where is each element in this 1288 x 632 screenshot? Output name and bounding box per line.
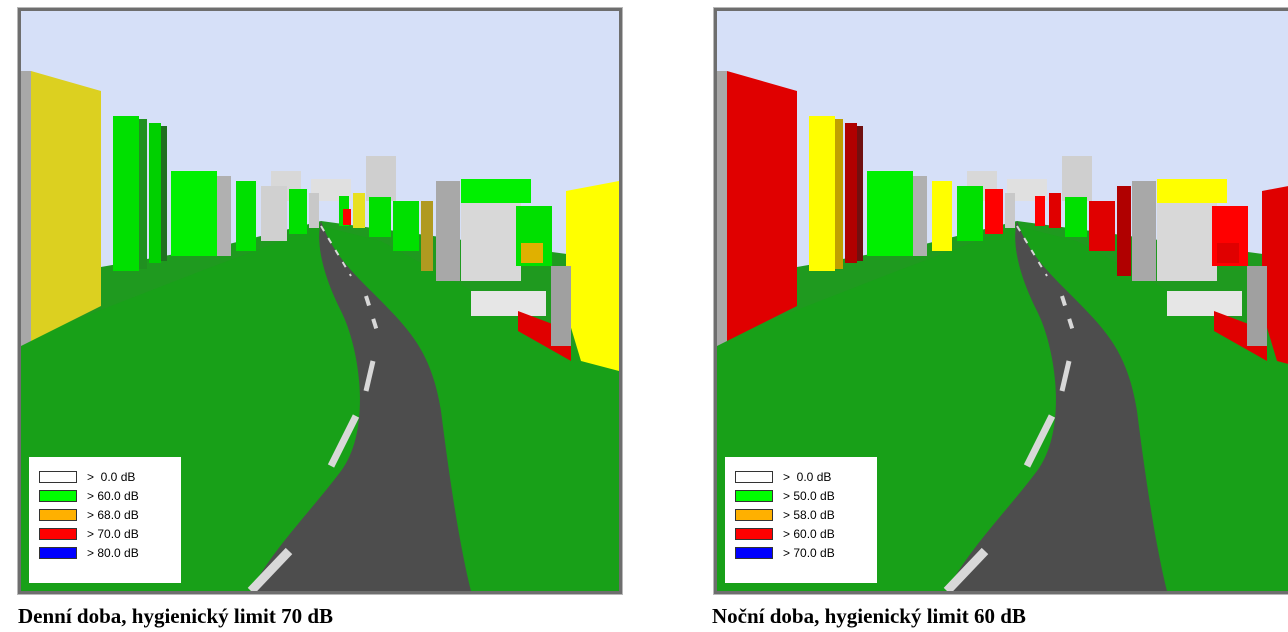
legend-row: > 70.0 dB bbox=[39, 524, 181, 543]
legend-row: > 68.0 dB bbox=[39, 505, 181, 524]
noise-legend-night: > 0.0 dB > 50.0 dB > 58.0 dB > 60.0 dB >… bbox=[725, 457, 877, 583]
legend-label: > 60.0 dB bbox=[783, 526, 835, 541]
legend-label: > 0.0 dB bbox=[783, 469, 832, 484]
legend-swatch-red bbox=[39, 527, 77, 540]
noise-map-day-panel: > 0.0 dB > 60.0 dB > 68.0 dB > 70.0 dB >… bbox=[17, 7, 623, 595]
legend-label: > 0.0 dB bbox=[87, 469, 136, 484]
legend-swatch-orange bbox=[39, 508, 77, 521]
caption-day: Denní doba, hygienický limit 70 dB bbox=[18, 604, 334, 628]
legend-row: > 0.0 dB bbox=[39, 467, 181, 486]
legend-label: > 70.0 dB bbox=[783, 545, 835, 560]
legend-swatch-red bbox=[735, 527, 773, 540]
legend-swatch-green bbox=[39, 489, 77, 502]
caption-night: Noční doba, hygienický limit 60 dB bbox=[712, 604, 1026, 628]
legend-label: > 50.0 dB bbox=[783, 488, 835, 503]
street-noise-scene-night bbox=[717, 11, 1288, 591]
noise-legend-day: > 0.0 dB > 60.0 dB > 68.0 dB > 70.0 dB >… bbox=[29, 457, 181, 583]
legend-label: > 80.0 dB bbox=[87, 545, 139, 560]
legend-swatch-white bbox=[39, 470, 77, 483]
legend-swatch-green bbox=[735, 489, 773, 502]
legend-label: > 60.0 dB bbox=[87, 488, 139, 503]
legend-row: > 0.0 dB bbox=[735, 467, 877, 486]
legend-swatch-blue bbox=[735, 546, 773, 559]
legend-row: > 60.0 dB bbox=[735, 524, 877, 543]
legend-row: > 60.0 dB bbox=[39, 486, 181, 505]
legend-swatch-blue bbox=[39, 546, 77, 559]
legend-label: > 70.0 dB bbox=[87, 526, 139, 541]
legend-row: > 70.0 dB bbox=[735, 543, 877, 562]
legend-row: > 58.0 dB bbox=[735, 505, 877, 524]
legend-row: > 80.0 dB bbox=[39, 543, 181, 562]
legend-label: > 68.0 dB bbox=[87, 507, 139, 522]
legend-label: > 58.0 dB bbox=[783, 507, 835, 522]
legend-swatch-white bbox=[735, 470, 773, 483]
legend-row: > 50.0 dB bbox=[735, 486, 877, 505]
noise-map-night-panel: > 0.0 dB > 50.0 dB > 58.0 dB > 60.0 dB >… bbox=[713, 7, 1288, 595]
legend-swatch-orange bbox=[735, 508, 773, 521]
